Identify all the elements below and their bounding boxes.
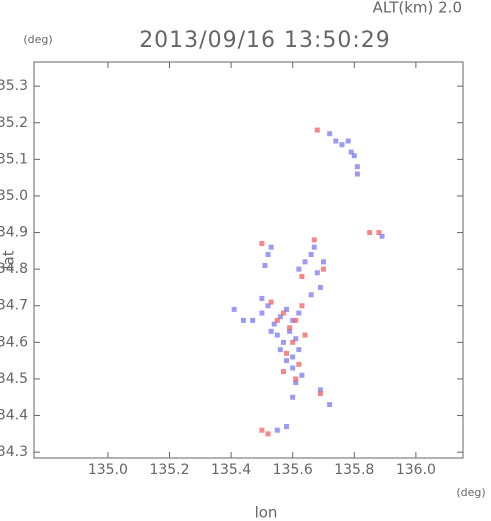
data-point <box>277 347 283 353</box>
y-unit: (deg) <box>23 33 52 46</box>
data-point <box>290 317 296 323</box>
y-tick-label: 34.8 <box>0 261 28 277</box>
data-point <box>293 376 299 382</box>
data-point <box>320 259 326 265</box>
x-unit: (deg) <box>456 486 485 499</box>
x-tick-label: 135.2 <box>149 462 189 478</box>
data-point <box>240 317 246 323</box>
data-point <box>299 372 305 378</box>
data-point <box>231 306 237 312</box>
data-point <box>299 303 305 309</box>
data-point <box>351 153 357 159</box>
data-point <box>317 387 323 393</box>
y-tick-label: 34.3 <box>0 444 28 460</box>
data-point <box>302 259 308 265</box>
x-axis-label: lon <box>255 504 278 521</box>
data-point <box>293 336 299 342</box>
data-point <box>259 241 265 247</box>
data-point <box>354 164 360 170</box>
data-point <box>367 230 373 236</box>
data-point <box>284 306 290 312</box>
data-point <box>280 369 286 375</box>
y-tick-label: 34.9 <box>0 225 28 241</box>
x-tick-label: 135.6 <box>273 462 313 478</box>
data-point <box>250 317 256 323</box>
y-tick-label: 34.6 <box>0 334 28 350</box>
data-point <box>277 314 283 320</box>
data-point <box>379 233 385 239</box>
data-point <box>333 138 339 144</box>
data-point <box>268 299 274 305</box>
data-point <box>265 252 271 258</box>
data-point <box>308 292 314 298</box>
data-point <box>287 325 293 331</box>
chart-subtitle: ALT(km) 2.0 <box>373 0 462 17</box>
y-axis-label: lat <box>0 250 18 269</box>
data-point <box>274 317 280 323</box>
data-point <box>259 427 265 433</box>
data-point <box>296 361 302 367</box>
data-point <box>280 310 286 316</box>
data-point <box>302 332 308 338</box>
data-point <box>320 266 326 272</box>
data-point <box>265 303 271 309</box>
plot-frame <box>33 61 464 459</box>
data-point <box>311 244 317 250</box>
data-point <box>284 358 290 364</box>
data-point <box>296 347 302 353</box>
data-point <box>284 350 290 356</box>
data-point <box>293 317 299 323</box>
data-point <box>299 273 305 279</box>
y-tick-label: 34.7 <box>0 298 28 314</box>
data-point <box>293 380 299 386</box>
x-tick-label: 135.4 <box>211 462 251 478</box>
data-point <box>259 310 265 316</box>
data-point <box>271 321 277 327</box>
data-point <box>311 237 317 243</box>
x-tick-label: 135.0 <box>88 462 128 478</box>
data-point <box>290 365 296 371</box>
chart-title: 2013/09/16 13:50:29 <box>139 28 391 53</box>
x-tick-label: 135.8 <box>334 462 374 478</box>
data-point <box>345 138 351 144</box>
data-point <box>280 339 286 345</box>
data-point <box>284 424 290 430</box>
y-tick-label: 35.2 <box>0 115 28 131</box>
y-tick-label: 35.0 <box>0 188 28 204</box>
data-point <box>265 431 271 437</box>
data-point <box>339 142 345 148</box>
y-tick-label: 35.1 <box>0 151 28 167</box>
data-point <box>314 270 320 276</box>
data-point <box>327 402 333 408</box>
data-point <box>296 310 302 316</box>
data-point <box>376 230 382 236</box>
data-point <box>348 149 354 155</box>
data-point <box>290 339 296 345</box>
data-point <box>317 391 323 397</box>
data-point <box>317 284 323 290</box>
data-point <box>287 328 293 334</box>
x-tick-label: 136.0 <box>396 462 436 478</box>
data-point <box>290 394 296 400</box>
data-point <box>308 252 314 258</box>
data-point <box>259 295 265 301</box>
data-point <box>314 127 320 133</box>
data-point <box>290 354 296 360</box>
data-point <box>296 266 302 272</box>
data-point <box>274 332 280 338</box>
y-tick-label: 35.3 <box>0 78 28 94</box>
y-tick-label: 34.4 <box>0 408 28 424</box>
data-point <box>268 244 274 250</box>
data-point <box>268 328 274 334</box>
y-tick-label: 34.5 <box>0 371 28 387</box>
data-point <box>262 262 268 268</box>
data-point <box>354 171 360 177</box>
data-point <box>274 427 280 433</box>
data-point <box>327 131 333 137</box>
